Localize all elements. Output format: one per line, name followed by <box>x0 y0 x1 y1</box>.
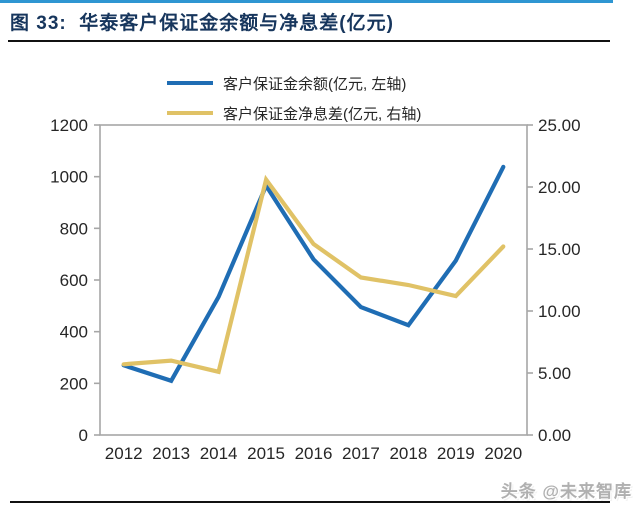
watermark-text: 头条 @未来智库 <box>500 482 632 501</box>
top-accent-rule <box>0 0 613 3</box>
svg-text:2015: 2015 <box>247 444 285 463</box>
svg-text:800: 800 <box>60 219 88 238</box>
svg-text:25.00: 25.00 <box>538 116 581 135</box>
figure-title: 图 33: 华泰客户保证金余额与净息差(亿元) <box>10 13 394 34</box>
svg-text:200: 200 <box>60 374 88 393</box>
svg-text:2014: 2014 <box>200 444 238 463</box>
svg-text:2018: 2018 <box>389 444 427 463</box>
svg-text:600: 600 <box>60 271 88 290</box>
svg-text:15.00: 15.00 <box>538 240 581 259</box>
svg-text:2020: 2020 <box>484 444 522 463</box>
legend-swatch-blue <box>167 81 213 85</box>
legend-item-balance: 客户保证金余额(亿元, 左轴) <box>167 68 421 98</box>
svg-text:1000: 1000 <box>50 168 88 187</box>
bottom-rule <box>10 501 610 503</box>
svg-text:2012: 2012 <box>105 444 143 463</box>
legend-label-balance: 客户保证金余额(亿元, 左轴) <box>223 75 407 93</box>
svg-text:0: 0 <box>79 426 88 445</box>
svg-text:400: 400 <box>60 323 88 342</box>
legend-label-nim: 客户保证金净息差(亿元, 右轴) <box>223 105 422 123</box>
svg-text:1200: 1200 <box>50 116 88 135</box>
title-underline <box>8 40 610 42</box>
svg-text:2017: 2017 <box>342 444 380 463</box>
svg-text:10.00: 10.00 <box>538 302 581 321</box>
legend-item-nim: 客户保证金净息差(亿元, 右轴) <box>167 98 421 128</box>
svg-text:5.00: 5.00 <box>538 364 571 383</box>
legend-swatch-gold <box>167 111 213 115</box>
svg-text:0.00: 0.00 <box>538 426 571 445</box>
svg-text:2019: 2019 <box>437 444 475 463</box>
svg-text:20.00: 20.00 <box>538 178 581 197</box>
svg-text:2013: 2013 <box>152 444 190 463</box>
chart-legend: 客户保证金余额(亿元, 左轴) 客户保证金净息差(亿元, 右轴) <box>167 68 421 128</box>
svg-text:2016: 2016 <box>295 444 333 463</box>
